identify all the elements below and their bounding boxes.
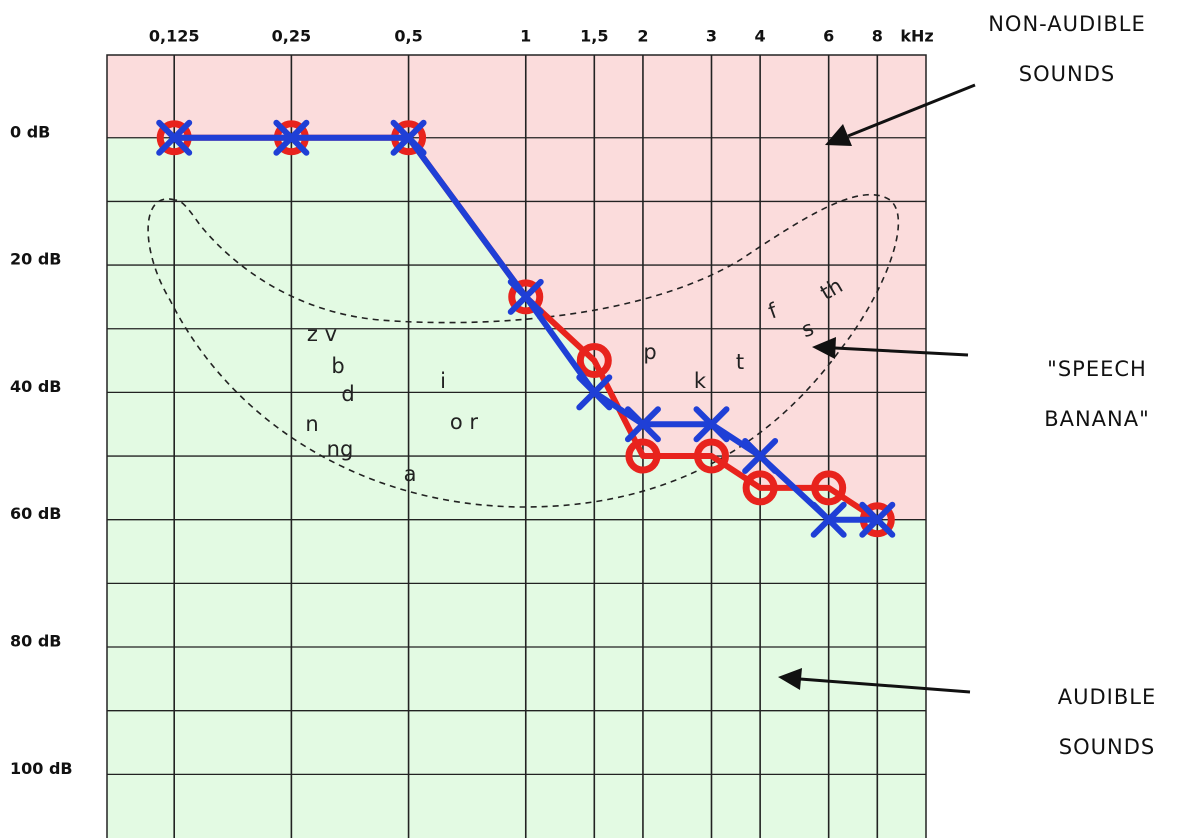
- x-tick-label: 4: [755, 27, 766, 46]
- y-tick-label: 20 dB: [10, 250, 61, 269]
- note-line: BANANA": [1044, 407, 1150, 431]
- note-line: "SPEECH: [1047, 357, 1147, 381]
- x-tick-label: 8: [872, 27, 883, 46]
- phoneme: n: [305, 412, 318, 436]
- y-tick-label: 40 dB: [10, 377, 61, 396]
- phoneme: b: [331, 354, 344, 378]
- marker-x: [859, 501, 896, 538]
- marker-circle: [625, 438, 661, 474]
- phoneme: t: [736, 350, 744, 374]
- y-tick-label: 60 dB: [10, 504, 61, 523]
- marker-circle: [693, 438, 729, 474]
- marker-x: [624, 406, 661, 443]
- arrow-head: [812, 337, 836, 359]
- arrow: [799, 677, 971, 694]
- phoneme: a: [404, 462, 417, 486]
- regions: [107, 55, 926, 838]
- x-tick-label: 2: [637, 27, 648, 46]
- phoneme: d: [341, 382, 354, 406]
- x-tick-label: 0,5: [394, 27, 422, 46]
- x-unit-label: kHz: [900, 27, 933, 46]
- plot-border: [106, 54, 927, 838]
- marker-x: [810, 501, 847, 538]
- phoneme: o r: [450, 410, 479, 434]
- marker-circle: [508, 279, 544, 315]
- note-line: SOUNDS: [1019, 62, 1115, 86]
- phoneme: i: [440, 369, 446, 393]
- marker-x: [273, 119, 310, 156]
- arrow: [834, 346, 969, 357]
- grid: [107, 55, 926, 838]
- arrow: [847, 83, 976, 138]
- series: [156, 119, 896, 538]
- marker-circle: [811, 470, 847, 506]
- marker-circle: [576, 343, 612, 379]
- note-line: NON-AUDIBLE: [988, 12, 1146, 36]
- note-line: AUDIBLE: [1058, 685, 1156, 709]
- marker-x: [576, 374, 613, 411]
- x-tick-label: 6: [823, 27, 834, 46]
- phoneme: k: [694, 369, 707, 393]
- x-tick-label: 1: [520, 27, 531, 46]
- marker-circle: [742, 470, 778, 506]
- series-line: [174, 134, 878, 523]
- marker-x: [156, 119, 193, 156]
- axes: 0,125 0,25 0,5 1 1,5 2 3 4 6 8 kHz 0 dB 20 dB 40 dB 60…: [10, 27, 934, 838]
- x-tick-label: 0,25: [272, 27, 311, 46]
- x-tick-label: 3: [706, 27, 717, 46]
- arrow-head: [825, 124, 852, 146]
- marker-x: [507, 278, 544, 315]
- phoneme: p: [643, 340, 656, 364]
- phoneme: ng: [327, 437, 354, 461]
- x-tick-label: 0,125: [149, 27, 200, 46]
- note-line: SOUNDS: [1059, 735, 1155, 759]
- y-tick-label: 100 dB: [10, 759, 73, 778]
- speech-banana: [147, 194, 900, 508]
- y-tick-label: 0 dB: [10, 122, 50, 141]
- phoneme: z v: [307, 322, 337, 346]
- marker-x: [742, 438, 779, 475]
- y-tick-label: 80 dB: [10, 632, 61, 651]
- marker-x: [390, 119, 427, 156]
- x-tick-label: 1,5: [580, 27, 608, 46]
- arrow-head: [778, 668, 802, 690]
- audible-region: [107, 137, 926, 838]
- marker-x: [693, 406, 730, 443]
- side-notes: NON-AUDIBLE SOUNDS "SPEECH BANANA" AUDIB…: [778, 12, 1156, 759]
